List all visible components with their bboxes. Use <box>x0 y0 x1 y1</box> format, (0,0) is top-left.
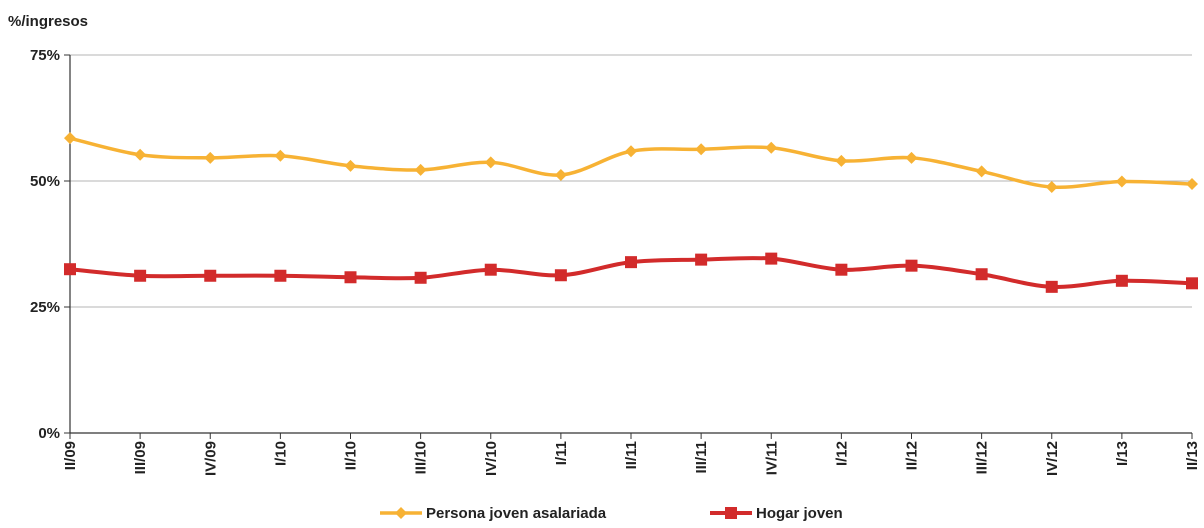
data-point <box>1186 277 1198 290</box>
data-point <box>274 149 287 162</box>
y-axis-label: %/ingresos <box>8 13 88 30</box>
data-point <box>344 271 357 284</box>
x-tick-label: I/11 <box>553 441 570 465</box>
data-point <box>484 156 497 169</box>
y-tick-label: 25% <box>30 299 60 316</box>
x-tick-label: III/09 <box>132 441 149 474</box>
series-group <box>64 132 1198 293</box>
data-point <box>344 159 357 172</box>
data-point <box>1045 280 1058 293</box>
data-point <box>414 163 427 176</box>
data-point <box>64 263 76 276</box>
y-tick-label: 50% <box>30 173 60 190</box>
data-point <box>554 168 567 181</box>
y-tick-label: 75% <box>30 47 60 64</box>
legend-item: Hogar joven <box>710 505 843 522</box>
y-tick-label: 0% <box>38 425 60 442</box>
legend-label: Persona joven asalariada <box>426 505 607 522</box>
data-point <box>765 252 778 265</box>
data-point <box>835 263 848 276</box>
data-point <box>625 145 637 158</box>
data-point <box>695 253 708 266</box>
data-point <box>274 269 287 282</box>
legend-swatch-marker <box>725 507 737 519</box>
data-point <box>905 151 918 164</box>
series-persona-joven <box>64 132 1198 194</box>
data-point <box>64 132 76 145</box>
x-tick-label: III/11 <box>693 441 710 474</box>
legend-label: Hogar joven <box>756 505 843 522</box>
x-tick-label: II/13 <box>1184 441 1201 470</box>
data-point <box>554 269 567 282</box>
data-point <box>835 154 848 167</box>
x-tick-label: II/10 <box>343 441 360 470</box>
y-axis-ticks: 0% 25% 50% 75% <box>30 47 70 442</box>
series-hogar-joven <box>64 252 1198 293</box>
data-point <box>204 269 217 282</box>
x-tick-label: II/12 <box>904 441 921 470</box>
x-tick-label: II/09 <box>62 441 79 470</box>
x-axis: II/09 III/09 IV/09 I/10 II/10 III/10 IV/10 I/11… <box>62 55 1201 476</box>
x-tick-label: III/10 <box>413 441 430 474</box>
x-tick-label: IV/12 <box>1044 441 1061 476</box>
x-tick-label: I/10 <box>272 441 289 466</box>
data-point <box>975 165 988 178</box>
data-point <box>414 271 427 284</box>
legend: Persona joven asalariada Hogar joven <box>380 505 843 522</box>
legend-item: Persona joven asalariada <box>380 505 607 522</box>
data-point <box>1115 175 1128 188</box>
data-point <box>905 259 918 272</box>
legend-swatch-marker <box>395 507 407 519</box>
data-point <box>975 268 988 281</box>
x-tick-label: I/12 <box>833 441 850 466</box>
data-point <box>134 269 147 282</box>
x-tick-label: I/13 <box>1114 441 1131 466</box>
data-point <box>765 141 778 154</box>
data-point <box>1115 274 1128 287</box>
data-point <box>625 256 637 269</box>
data-point <box>1186 178 1198 191</box>
gridlines <box>70 54 1192 308</box>
data-point <box>1045 181 1058 194</box>
x-tick-label: IV/10 <box>483 441 500 476</box>
x-tick-label: II/11 <box>623 441 640 469</box>
x-tick-label: IV/09 <box>202 441 219 476</box>
data-point <box>695 143 708 156</box>
data-point <box>134 148 147 161</box>
x-tick-label: IV/11 <box>763 441 780 475</box>
data-point <box>484 263 497 276</box>
data-point <box>204 151 217 164</box>
x-tick-label: III/12 <box>974 441 991 474</box>
